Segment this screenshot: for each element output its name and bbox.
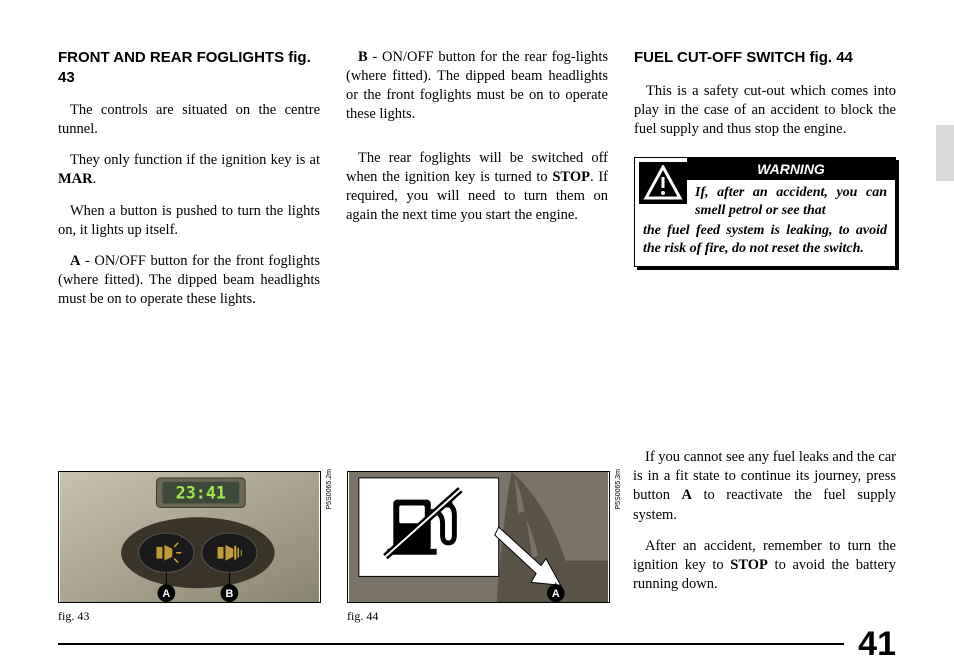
col3-p2: If you cannot see any fuel leaks and the…: [633, 448, 896, 525]
col3-p3: After an accident, remember to turn the …: [633, 537, 896, 594]
figure-44: P5S0065.3m A: [347, 471, 610, 624]
svg-text:A: A: [162, 588, 170, 600]
col1-p2: They only function if the ignition key i…: [58, 151, 320, 189]
page-number: 41: [858, 625, 896, 664]
col2-p2: The rear foglights will be switched off …: [346, 149, 608, 226]
col1-p4: A - ON/OFF button for the front foglight…: [58, 252, 320, 309]
col2-p1: B - ON/OFF button for the rear fog-light…: [346, 48, 608, 125]
page-rule: [58, 643, 844, 645]
warning-header: WARNING: [687, 158, 895, 180]
text-bold: B: [358, 49, 368, 65]
text-bold: STOP: [730, 557, 768, 573]
fig43-code: P5S0065.2m: [326, 469, 333, 509]
svg-text:B: B: [225, 588, 233, 600]
warning-box: WARNING If, after an accident, you can s…: [634, 157, 896, 267]
warning-triangle-icon: [639, 162, 687, 204]
fig43-caption: fig. 43: [58, 609, 321, 624]
col1-heading: FRONT AND REAR FOGLIGHTS fig. 43: [58, 48, 320, 87]
figure-43: P5S0065.2m 23:41: [58, 471, 321, 624]
col3-p1: This is a safety cut-out which comes int…: [634, 82, 896, 139]
warning-line2: the fuel feed system is leaking, to avoi…: [643, 222, 887, 258]
col3-heading: FUEL CUT-OFF SWITCH fig. 44: [634, 48, 896, 68]
text-bold: A: [70, 253, 80, 269]
fig43-image: 23:41 A B: [58, 471, 321, 603]
text-bold: A: [682, 487, 692, 503]
col1-p1: The controls are situated on the centre …: [58, 101, 320, 139]
col1-p3: When a button is pushed to turn the ligh…: [58, 202, 320, 240]
text: - ON/OFF button for the front foglights …: [58, 253, 320, 307]
warning-line1: If, after an accident, you can smell pet…: [695, 184, 887, 222]
text-bold: MAR: [58, 171, 93, 187]
fig44-image: A: [347, 471, 610, 603]
fig44-code: P5S0065.3m: [615, 469, 622, 509]
text: .: [93, 171, 97, 187]
text-bold: STOP: [552, 169, 590, 185]
figures-row: P5S0065.2m 23:41: [58, 471, 610, 624]
svg-text:A: A: [552, 588, 560, 600]
svg-text:23:41: 23:41: [176, 483, 226, 503]
fig44-caption: fig. 44: [347, 609, 610, 624]
text: - ON/OFF button for the rear fog-lights …: [346, 49, 608, 122]
col3-lower: If you cannot see any fuel leaks and the…: [633, 448, 896, 606]
text: They only function if the ignition key i…: [70, 152, 320, 168]
